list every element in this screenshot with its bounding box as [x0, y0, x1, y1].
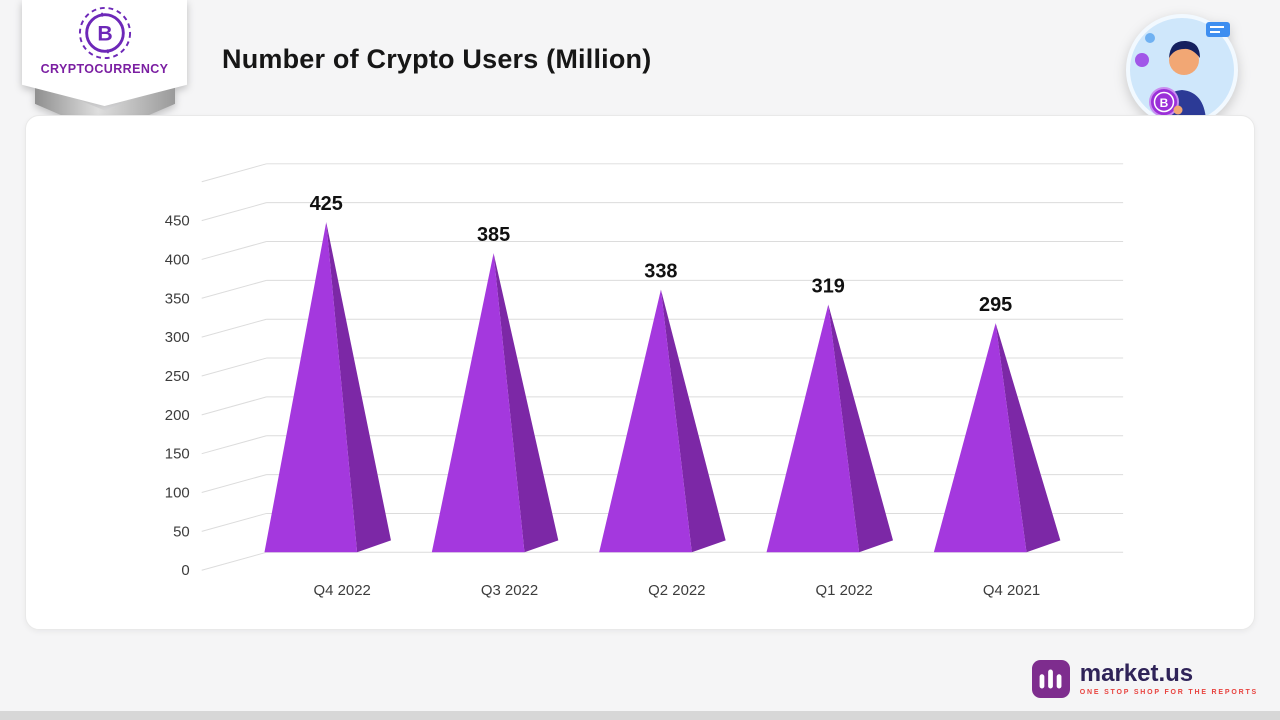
y-tick-label: 0 — [181, 562, 189, 579]
badge-label: CRYPTOCURRENCY — [40, 62, 169, 76]
category-label: Q2 2022 — [648, 582, 705, 599]
brand-tagline: ONE STOP SHOP FOR THE REPORTS — [1079, 689, 1258, 696]
pyramid-side-face — [493, 253, 559, 553]
value-label: 338 — [644, 261, 677, 283]
pyramid-bar — [264, 222, 358, 553]
pyramid-chart: 0 50 100 150 200 250 300 350 400 450 425 Q4 2022 385… — [165, 163, 1124, 599]
bottom-strip — [0, 711, 1280, 720]
category-label: Q3 2022 — [481, 582, 538, 599]
value-label: 425 — [310, 193, 343, 215]
gridline-diagonal — [201, 318, 267, 338]
gridline-diagonal — [201, 202, 267, 222]
y-tick-label: 300 — [165, 329, 190, 346]
gridline-diagonal — [201, 396, 267, 416]
pyramid-bar — [933, 323, 1027, 553]
value-label: 295 — [979, 294, 1012, 316]
pyramid-bar — [766, 304, 860, 553]
pyramid-side-face — [326, 222, 391, 553]
chart-card: 0 50 100 150 200 250 300 350 400 450 425 Q4 2022 385… — [25, 115, 1255, 630]
y-tick-label: 150 — [165, 446, 190, 463]
y-tick-label: 50 — [173, 523, 190, 540]
footer-brand: market.us ONE STOP SHOP FOR THE REPORTS — [1031, 660, 1258, 698]
gridline-diagonal — [201, 474, 267, 494]
gridline-diagonal — [201, 357, 267, 377]
pyramid-bar — [599, 289, 692, 553]
svg-text:B: B — [1160, 96, 1169, 110]
pyramid-bar — [431, 253, 525, 553]
y-tick-label: 100 — [165, 485, 190, 502]
gridline-diagonal — [201, 551, 267, 571]
svg-text:B: B — [97, 23, 112, 46]
category-label: Q4 2022 — [314, 582, 371, 599]
y-tick-label: 450 — [165, 213, 190, 230]
y-tick-label: 400 — [165, 251, 190, 268]
value-label: 319 — [812, 275, 845, 297]
gridline-diagonal — [201, 241, 267, 260]
category-label: Q4 2021 — [983, 582, 1040, 599]
y-tick-label: 350 — [165, 290, 190, 307]
page-title: Number of Crypto Users (Million) — [222, 44, 652, 74]
gridline-diagonal — [201, 512, 267, 532]
pyramid-side-face — [660, 289, 726, 553]
brand-text-block: market.us ONE STOP SHOP FOR THE REPORTS — [1079, 660, 1258, 697]
y-tick-label: 250 — [165, 368, 190, 385]
gridline-diagonal — [201, 279, 267, 299]
pyramid-side-face — [995, 323, 1061, 553]
ribbon-body: B CRYPTOCURRENCY — [22, 0, 187, 106]
bitcoin-logo-icon: B — [78, 6, 131, 60]
value-label: 385 — [477, 224, 510, 246]
brand-name: market.us — [1079, 660, 1194, 687]
pyramid-side-face — [828, 304, 894, 553]
cryptocurrency-badge: B CRYPTOCURRENCY — [22, 0, 187, 140]
gridline-diagonal — [201, 163, 267, 183]
category-label: Q1 2022 — [816, 582, 873, 599]
marketus-logo-icon — [1031, 660, 1070, 698]
y-tick-label: 200 — [165, 407, 190, 424]
gridline-diagonal — [201, 435, 267, 455]
